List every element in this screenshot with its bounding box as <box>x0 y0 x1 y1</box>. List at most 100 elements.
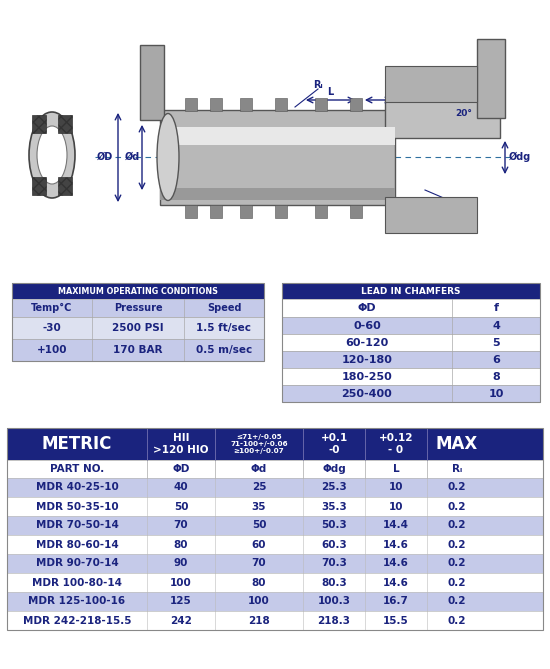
Text: MDR 125-100-16: MDR 125-100-16 <box>29 597 125 607</box>
Text: 40: 40 <box>174 482 188 492</box>
Text: 50: 50 <box>174 502 188 512</box>
Text: Φdg: Φdg <box>322 464 346 474</box>
Text: 0.2: 0.2 <box>448 559 466 569</box>
Text: 90: 90 <box>174 559 188 569</box>
Text: 20°: 20° <box>454 199 471 207</box>
Text: MDR 242-218-15.5: MDR 242-218-15.5 <box>23 615 131 626</box>
Text: 80: 80 <box>252 577 266 587</box>
Bar <box>275 98 287 111</box>
Text: f: f <box>493 303 498 313</box>
Text: Φd: Φd <box>251 464 267 474</box>
Text: 16.7: 16.7 <box>383 597 409 607</box>
Text: 100: 100 <box>248 597 270 607</box>
Text: 180-250: 180-250 <box>342 371 392 381</box>
Text: 0.2: 0.2 <box>448 482 466 492</box>
Text: Temp°C: Temp°C <box>31 303 73 313</box>
Text: 10: 10 <box>389 482 403 492</box>
Text: PART NO.: PART NO. <box>50 464 104 474</box>
Ellipse shape <box>37 126 67 184</box>
Text: Rₗ: Rₗ <box>452 464 462 474</box>
Text: ØD: ØD <box>97 152 113 162</box>
Bar <box>240 98 252 111</box>
Bar <box>350 98 362 111</box>
Text: 120-180: 120-180 <box>342 355 393 365</box>
Text: 125: 125 <box>170 597 192 607</box>
Text: Pressure: Pressure <box>114 303 162 313</box>
Bar <box>385 197 477 233</box>
Text: +0.12
- 0: +0.12 - 0 <box>379 433 413 455</box>
Bar <box>210 98 222 111</box>
Bar <box>282 283 540 299</box>
Text: 60.3: 60.3 <box>321 539 347 549</box>
Text: 0-60: 0-60 <box>353 320 381 330</box>
Text: 60: 60 <box>252 539 266 549</box>
Bar <box>160 110 395 205</box>
Bar <box>350 205 362 218</box>
Text: 14.6: 14.6 <box>383 577 409 587</box>
Bar <box>477 39 505 118</box>
Bar <box>58 177 72 195</box>
Text: 218.3: 218.3 <box>317 615 350 626</box>
Text: ΦD: ΦD <box>172 464 190 474</box>
Text: 80: 80 <box>174 539 188 549</box>
Text: 0.2: 0.2 <box>448 502 466 512</box>
Text: 1.5 ft/sec: 1.5 ft/sec <box>196 323 251 333</box>
Bar <box>282 299 540 317</box>
Bar <box>58 115 72 133</box>
Text: 0.2: 0.2 <box>448 597 466 607</box>
Ellipse shape <box>157 114 179 201</box>
Bar <box>240 205 252 218</box>
Text: MDR 40-25-10: MDR 40-25-10 <box>36 482 118 492</box>
Text: 14.6: 14.6 <box>383 539 409 549</box>
Bar <box>315 98 327 111</box>
Bar <box>7 460 543 478</box>
Text: 6: 6 <box>492 355 500 365</box>
Text: 0.2: 0.2 <box>448 615 466 626</box>
Bar <box>12 317 264 339</box>
Bar <box>315 205 327 218</box>
Bar <box>7 592 543 611</box>
Text: 250-400: 250-400 <box>342 389 392 399</box>
Text: 70.3: 70.3 <box>321 559 347 569</box>
Text: MAXIMUM OPERATING CONDITIONS: MAXIMUM OPERATING CONDITIONS <box>58 286 218 296</box>
Bar <box>7 428 543 460</box>
Text: LEAD IN CHAMFERS: LEAD IN CHAMFERS <box>361 286 461 296</box>
Text: L: L <box>393 464 399 474</box>
Bar <box>385 99 500 138</box>
Text: 60-120: 60-120 <box>345 337 389 347</box>
Text: f: f <box>413 217 417 227</box>
Bar <box>12 283 264 361</box>
Text: MDR 80-60-14: MDR 80-60-14 <box>36 539 118 549</box>
Text: 10: 10 <box>389 502 403 512</box>
Text: 10: 10 <box>488 389 504 399</box>
Bar <box>7 535 543 554</box>
Text: f: f <box>413 90 417 100</box>
Bar <box>282 317 540 334</box>
Bar <box>7 497 543 516</box>
Bar <box>140 45 164 120</box>
Bar <box>282 351 540 368</box>
Text: -30: -30 <box>43 323 62 333</box>
Text: 0.2: 0.2 <box>448 577 466 587</box>
Text: L: L <box>327 87 333 97</box>
Text: Rₗ: Rₗ <box>313 80 323 90</box>
Bar <box>7 611 543 630</box>
Bar <box>275 205 287 218</box>
Text: 15.5: 15.5 <box>383 615 409 626</box>
Text: ΦD: ΦD <box>358 303 376 313</box>
Bar <box>185 98 197 111</box>
Text: MAX: MAX <box>436 435 478 453</box>
Bar <box>12 339 264 361</box>
Text: MDR 50-35-10: MDR 50-35-10 <box>36 502 118 512</box>
Text: 70: 70 <box>174 520 188 531</box>
Text: 4: 4 <box>492 320 500 330</box>
Bar <box>7 516 543 535</box>
Text: 20°: 20° <box>455 108 472 118</box>
Text: 14.6: 14.6 <box>383 559 409 569</box>
Bar <box>160 127 395 145</box>
Text: 100.3: 100.3 <box>317 597 350 607</box>
Text: 50.3: 50.3 <box>321 520 347 531</box>
Bar <box>7 573 543 592</box>
Bar <box>385 66 477 102</box>
Bar <box>7 478 543 497</box>
